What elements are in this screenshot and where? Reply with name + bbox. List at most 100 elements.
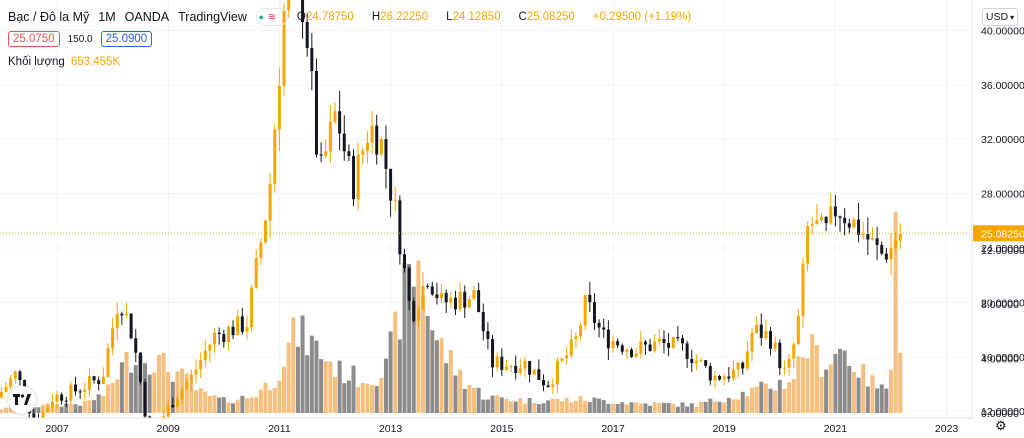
candle-body: [704, 360, 708, 366]
candle-body: [440, 292, 444, 299]
candle-body: [412, 300, 416, 321]
price-tick-label: 36.00000: [981, 80, 1024, 92]
currency-button[interactable]: USD ▾: [982, 8, 1018, 26]
time-tick-label: 2019: [713, 423, 737, 435]
volume-bar: [388, 331, 393, 413]
candlesticks: [0, 0, 902, 438]
candle-body: [773, 342, 777, 349]
time-axis-labels: 2007 2009 2011 2013 2015 2017 2019 2021 2023: [45, 423, 958, 435]
volume-bar: [680, 402, 685, 413]
symbol-name[interactable]: Bạc / Đô la Mỹ: [8, 10, 90, 24]
volume-bar: [796, 356, 801, 413]
delayed-data-icon: ≋: [267, 11, 277, 23]
last-price-badge-text: 25.08250: [981, 228, 1024, 240]
bid-price[interactable]: 25.0750: [8, 31, 60, 47]
candle-body: [741, 362, 745, 369]
volume-bar: [768, 388, 773, 413]
volume-bar: [356, 387, 361, 413]
market-status-pill[interactable]: ● ≋: [255, 8, 288, 26]
volume-bar: [244, 398, 249, 413]
candle-body: [231, 326, 235, 336]
candle-body: [333, 111, 337, 122]
volume-bar: [726, 397, 731, 413]
volume-bar: [861, 363, 866, 413]
candle-body: [532, 369, 536, 375]
candle-body: [718, 376, 722, 380]
candle-body: [250, 287, 254, 328]
candle-body: [78, 391, 82, 393]
volume-bar: [0, 409, 4, 413]
volume-bar: [536, 404, 541, 413]
bid-ask-row: 25.0750 150.0 25.0900: [8, 30, 153, 48]
candle-body: [254, 258, 258, 288]
candle-body: [259, 242, 263, 259]
candle-body: [514, 365, 518, 374]
high-number: 26.22250: [380, 11, 429, 23]
volume-bar: [875, 388, 880, 413]
open-number: 24.78750: [305, 11, 354, 23]
price-axis-labels: 56.0000052.0000048.0000044.0000040.00000…: [981, 25, 1024, 420]
volume-bar: [754, 386, 759, 413]
candle-body: [694, 360, 698, 363]
low-value: L24.12850: [446, 11, 509, 23]
volume-bar: [611, 403, 615, 413]
volume-bar: [759, 381, 764, 413]
candle-body: [305, 22, 309, 49]
candle-body: [852, 219, 856, 228]
volume-bar: [657, 403, 662, 413]
open-value: O24.78750: [297, 11, 363, 23]
time-axis-background: [0, 418, 972, 438]
volume-bar: [819, 376, 824, 413]
volume-bar: [129, 372, 134, 413]
candle-body: [55, 394, 59, 402]
interval-label[interactable]: 1M: [98, 10, 116, 24]
volume-bar: [708, 398, 713, 413]
volume-bar: [847, 365, 852, 413]
volume-bar: [351, 365, 356, 413]
candle-body: [750, 332, 754, 352]
candle-body: [97, 380, 101, 385]
candle-body: [755, 324, 759, 333]
ask-price[interactable]: 25.0900: [100, 31, 153, 47]
volume-bar: [661, 402, 666, 413]
volume-bar: [597, 398, 602, 413]
candle-body: [18, 371, 22, 381]
candle-body: [481, 312, 485, 332]
candle-body: [592, 302, 596, 323]
volume-bar: [643, 403, 648, 413]
candle-body: [620, 345, 624, 352]
candle-body: [338, 111, 342, 134]
candle-body: [213, 332, 217, 345]
candle-body: [393, 200, 397, 202]
gear-icon[interactable]: ⚙: [995, 418, 1007, 433]
candle-body: [236, 316, 240, 336]
candle-body: [495, 356, 499, 368]
close-label: C: [518, 11, 527, 23]
candle-body: [870, 238, 874, 240]
candle-body: [175, 399, 179, 408]
volume-bar: [634, 402, 639, 413]
volume-bar: [249, 397, 254, 413]
time-tick-label: 2015: [490, 423, 514, 435]
volume-bar: [560, 401, 565, 413]
volume-bar: [203, 391, 208, 413]
candle-body: [240, 316, 244, 332]
candle-body: [87, 376, 91, 390]
candle-body: [630, 349, 634, 357]
candle-body: [407, 268, 411, 301]
volume-bar: [736, 399, 741, 413]
tradingview-logo-icon[interactable]: [8, 386, 36, 414]
candle-body: [199, 360, 203, 370]
last-price-badge-bg: [973, 225, 1024, 242]
volume-bar: [550, 398, 555, 413]
volume-label[interactable]: Khối lượng: [8, 56, 65, 68]
candle-body: [820, 216, 823, 221]
candle-body: [203, 350, 207, 361]
volume-bar: [147, 374, 152, 413]
volume-bar: [838, 348, 843, 413]
candle-body: [889, 248, 893, 260]
candle-body: [657, 338, 661, 342]
source-label: TradingView: [178, 10, 247, 24]
candle-body: [486, 331, 490, 340]
